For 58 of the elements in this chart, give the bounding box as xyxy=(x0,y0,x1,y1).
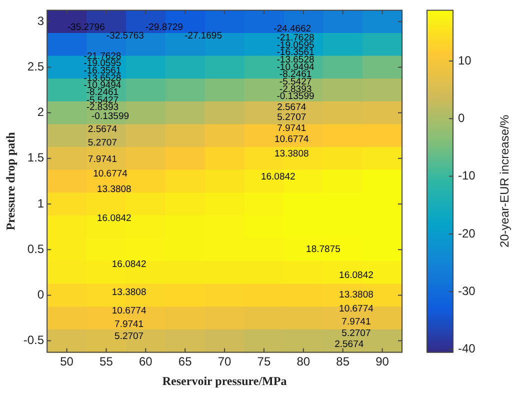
x-axis-title: Reservoir pressure/MPa xyxy=(162,374,287,388)
annotation: -2.8393 xyxy=(86,102,119,113)
annotation: 10.6774 xyxy=(339,303,374,314)
annotation: 16.0842 xyxy=(339,270,374,281)
x-tick-label: 60 xyxy=(138,354,153,369)
y-tick-label: -0.5 xyxy=(23,333,44,348)
color-bar-label: -20 xyxy=(458,226,476,240)
annotation: -24.4662 xyxy=(274,24,312,35)
y-tick-label: 0 xyxy=(37,288,44,302)
annotation: 16.0842 xyxy=(96,213,132,224)
color-bar-label: -40 xyxy=(458,342,476,356)
annotation: 13.3808 xyxy=(274,148,309,160)
annotation: 5.2707 xyxy=(114,330,144,342)
annotation: 5.2707 xyxy=(342,328,371,340)
annotation: 13.3808 xyxy=(112,286,146,298)
color-bar-label: -30 xyxy=(458,284,476,298)
color-bar-label: 10 xyxy=(458,53,472,68)
annotation: -35.2796 xyxy=(67,22,105,33)
annotation: 13.3808 xyxy=(96,184,132,196)
annotation: 7.9741 xyxy=(114,319,144,330)
annotation: 18.7875 xyxy=(306,244,340,256)
annotation: 10.6774 xyxy=(93,168,128,180)
annotation: -0.13599 xyxy=(91,111,130,122)
x-tick-label: 70 xyxy=(218,354,232,369)
x-tick-label: 65 xyxy=(178,354,192,369)
annotation: -32.5763 xyxy=(106,30,144,42)
y-tick-label: 3 xyxy=(37,14,44,28)
annotation: 16.0842 xyxy=(260,171,296,182)
x-tick-label: 90 xyxy=(376,354,390,369)
annotation: -29.8729 xyxy=(145,22,183,33)
x-tick-label: 55 xyxy=(100,354,114,369)
x-tick-label: 75 xyxy=(257,354,271,369)
annotation: 2.5674 xyxy=(277,102,306,113)
y-tick-label: 2.5 xyxy=(27,60,44,74)
annotation: 13.3808 xyxy=(339,290,374,301)
annotation: -27.1695 xyxy=(184,30,222,42)
annotation: 10.6774 xyxy=(112,305,146,316)
annotation: 7.9741 xyxy=(277,122,306,134)
y-axis-title: Pressure drop path xyxy=(3,132,18,230)
color-bar-label: -10 xyxy=(458,168,476,183)
annotation: 10.6774 xyxy=(274,134,309,145)
color-bar-label: 0 xyxy=(458,110,465,125)
y-tick-label: 1.5 xyxy=(27,150,44,165)
annotation: 5.2707 xyxy=(277,112,306,123)
annotation: 2.5674 xyxy=(334,338,364,350)
annotation: 7.9741 xyxy=(342,316,371,328)
annotation: 2.5674 xyxy=(88,124,117,135)
x-tick-label: 85 xyxy=(336,354,350,369)
annotation: 5.2707 xyxy=(88,138,117,149)
annotation: -0.13599 xyxy=(276,91,314,102)
annotation: 7.9741 xyxy=(88,154,117,165)
y-tick-label: 1 xyxy=(37,196,44,210)
x-tick-label: 80 xyxy=(296,354,310,369)
x-tick-label: 50 xyxy=(60,354,74,369)
y-tick-label: 2 xyxy=(37,105,44,120)
color-bar-title: 20-year-EUR increase/% xyxy=(497,114,512,248)
y-tick-label: 0.5 xyxy=(27,242,44,256)
annotation: 16.0842 xyxy=(112,258,146,270)
